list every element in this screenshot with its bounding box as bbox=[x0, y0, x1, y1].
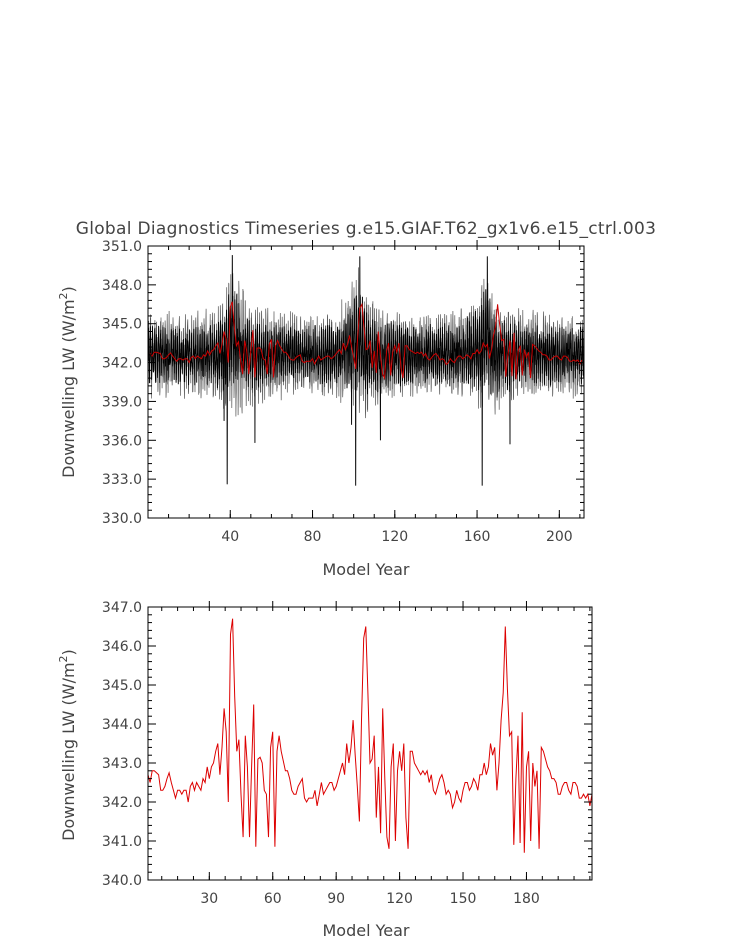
top-plot: 330.0 333.0 336.0 339.0 342.0 345.0 348.0 351.0… bbox=[57, 239, 585, 579]
y-tick-label: 339.0 bbox=[102, 394, 142, 410]
y-tick-label: 348.0 bbox=[102, 278, 142, 294]
y-tick-label: 346.0 bbox=[102, 639, 142, 655]
top-x-axis-label: Model Year bbox=[323, 560, 410, 579]
monthly-series-line bbox=[147, 255, 585, 486]
y-tick-label: 341.0 bbox=[102, 834, 142, 850]
x-tick-label: 160 bbox=[464, 529, 491, 545]
y-tick-label: 342.0 bbox=[102, 356, 142, 372]
bottom-x-axis-label: Model Year bbox=[323, 921, 410, 940]
chart-title: Global Diagnostics Timeseries g.e15.GIAF… bbox=[76, 219, 657, 239]
top-y-axis-label-sup: 2 bbox=[57, 292, 70, 299]
bottom-plot-area bbox=[147, 618, 593, 853]
x-tick-label: 120 bbox=[381, 529, 408, 545]
annual-mean-line bbox=[147, 618, 593, 853]
y-tick-label: 330.0 bbox=[102, 511, 142, 527]
x-tick-label: 90 bbox=[327, 891, 345, 907]
top-y-axis-label-close: ) bbox=[59, 286, 78, 292]
y-tick-label: 345.0 bbox=[102, 317, 142, 333]
top-y-axis-label: Downwelling LW (W/m2) bbox=[57, 286, 78, 478]
y-tick-label: 345.0 bbox=[102, 678, 142, 694]
y-tick-label: 344.0 bbox=[102, 717, 142, 733]
y-tick-label: 351.0 bbox=[102, 239, 142, 255]
bottom-y-axis-label-sup: 2 bbox=[57, 655, 70, 662]
x-tick-label: 120 bbox=[386, 891, 413, 907]
bottom-plot-frame bbox=[147, 606, 593, 881]
y-tick-label: 336.0 bbox=[102, 433, 142, 449]
x-tick-label: 40 bbox=[221, 529, 239, 545]
y-tick-label: 333.0 bbox=[102, 472, 142, 488]
bottom-y-axis-label-text: Downwelling LW (W/m bbox=[59, 662, 78, 840]
y-tick-label: 343.0 bbox=[102, 756, 142, 772]
top-plot-area bbox=[147, 255, 585, 486]
y-tick-label: 342.0 bbox=[102, 795, 142, 811]
bottom-ticks: 340.0 341.0 342.0 343.0 344.0 345.0 346.0 347.0… bbox=[102, 600, 592, 907]
top-y-axis-label-text: Downwelling LW (W/m bbox=[59, 299, 78, 477]
x-tick-label: 200 bbox=[546, 529, 573, 545]
y-tick-label: 347.0 bbox=[102, 600, 142, 616]
bottom-plot: 340.0 341.0 342.0 343.0 344.0 345.0 346.0 347.0… bbox=[57, 600, 593, 940]
top-ticks: 330.0 333.0 336.0 339.0 342.0 345.0 348.0 351.0… bbox=[102, 239, 584, 545]
top-plot-frame bbox=[147, 245, 585, 519]
y-tick-label: 340.0 bbox=[102, 873, 142, 889]
x-tick-label: 180 bbox=[513, 891, 540, 907]
bottom-y-axis-label: Downwelling LW (W/m2) bbox=[57, 649, 78, 841]
x-tick-label: 30 bbox=[200, 891, 218, 907]
bottom-y-axis-label-close: ) bbox=[59, 649, 78, 655]
x-tick-label: 150 bbox=[450, 891, 477, 907]
x-tick-label: 60 bbox=[264, 891, 282, 907]
x-tick-label: 80 bbox=[304, 529, 322, 545]
annual-mean-line bbox=[149, 301, 583, 380]
